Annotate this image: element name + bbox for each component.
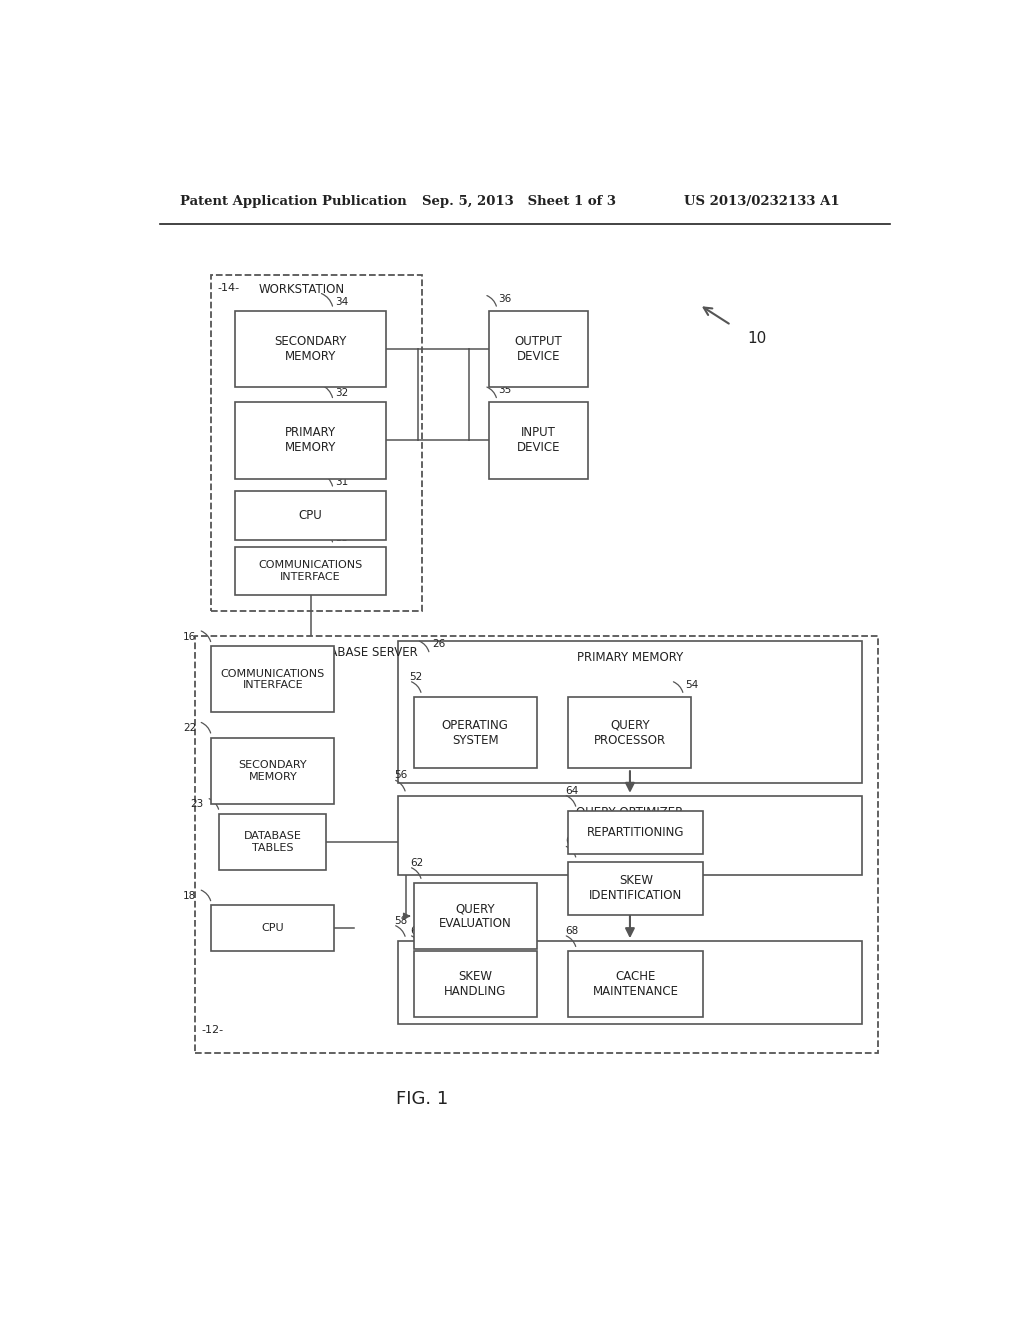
Bar [211,647,334,713]
Text: SKEW
IDENTIFICATION: SKEW IDENTIFICATION [589,874,683,902]
Bar [236,312,386,387]
Text: 16: 16 [182,631,196,642]
Text: 31: 31 [335,477,348,487]
Text: 33: 33 [335,532,348,543]
Bar [211,276,422,611]
Text: QUERY OPTIMIZER: QUERY OPTIMIZER [577,805,684,818]
Bar [568,952,703,1018]
Text: 64: 64 [565,785,579,796]
Text: 58: 58 [394,916,408,925]
Text: 56: 56 [394,771,408,780]
Bar [196,636,878,1053]
Bar [568,862,703,915]
Text: Patent Application Publication: Patent Application Publication [179,194,407,207]
Text: 18: 18 [182,891,196,900]
Text: OPERATING
SYSTEM: OPERATING SYSTEM [441,718,509,747]
Bar [414,952,537,1018]
Bar [489,403,588,479]
Text: FIG. 1: FIG. 1 [395,1089,447,1107]
Text: 10: 10 [748,331,766,346]
Text: QUERY
PROCESSOR: QUERY PROCESSOR [594,718,666,747]
Text: 34: 34 [335,297,348,306]
Text: CPU: CPU [299,508,323,521]
Text: REPARTITIONING: REPARTITIONING [587,826,685,838]
Text: SECONDARY
MEMORY: SECONDARY MEMORY [239,760,307,781]
Text: 23: 23 [190,799,204,809]
Text: Sep. 5, 2013   Sheet 1 of 3: Sep. 5, 2013 Sheet 1 of 3 [422,194,615,207]
Text: WORKSTATION: WORKSTATION [259,284,345,297]
Text: 22: 22 [182,723,196,733]
Bar [397,642,862,784]
Text: -14-: -14- [218,284,240,293]
Text: DATABASE SERVER: DATABASE SERVER [306,647,418,659]
Text: PRIMARY
MEMORY: PRIMARY MEMORY [285,426,336,454]
Text: 62: 62 [411,858,424,867]
Text: COMMUNICATIONS
INTERFACE: COMMUNICATIONS INTERFACE [221,668,325,690]
Bar [211,906,334,952]
Text: 36: 36 [499,293,512,304]
Text: -12-: -12- [202,1024,224,1035]
Text: OUTPUT
DEVICE: OUTPUT DEVICE [515,335,562,363]
Text: 52: 52 [409,672,422,681]
Text: DATABASE
TABLES: DATABASE TABLES [244,832,302,853]
Bar [236,546,386,595]
Text: 26: 26 [432,639,445,649]
Bar [489,312,588,387]
Bar [568,810,703,854]
Text: US 2013/0232133 A1: US 2013/0232133 A1 [684,194,839,207]
Text: SKEW
HANDLING: SKEW HANDLING [444,970,507,998]
Text: QUERY
EVALUATION: QUERY EVALUATION [439,902,512,931]
Text: 54: 54 [685,680,698,690]
Bar [568,697,691,768]
Bar [397,941,862,1024]
Text: QUERY EXECUTION: QUERY EXECUTION [574,952,686,964]
Text: INPUT
DEVICE: INPUT DEVICE [517,426,560,454]
Text: 68: 68 [565,925,579,936]
Bar [236,491,386,540]
Text: SECONDARY
MEMORY: SECONDARY MEMORY [274,335,347,363]
Bar [397,796,862,875]
Text: 66: 66 [411,925,424,936]
Bar [211,738,334,804]
Text: CPU: CPU [261,923,284,933]
Text: PRIMARY MEMORY: PRIMARY MEMORY [577,651,683,664]
Text: 65: 65 [565,837,579,846]
Text: 32: 32 [335,388,348,399]
Bar [219,814,327,870]
Bar [414,697,537,768]
Bar [236,403,386,479]
Text: 35: 35 [499,385,512,395]
Bar [414,883,537,949]
Text: COMMUNICATIONS
INTERFACE: COMMUNICATIONS INTERFACE [258,560,362,582]
Text: CACHE
MAINTENANCE: CACHE MAINTENANCE [593,970,679,998]
